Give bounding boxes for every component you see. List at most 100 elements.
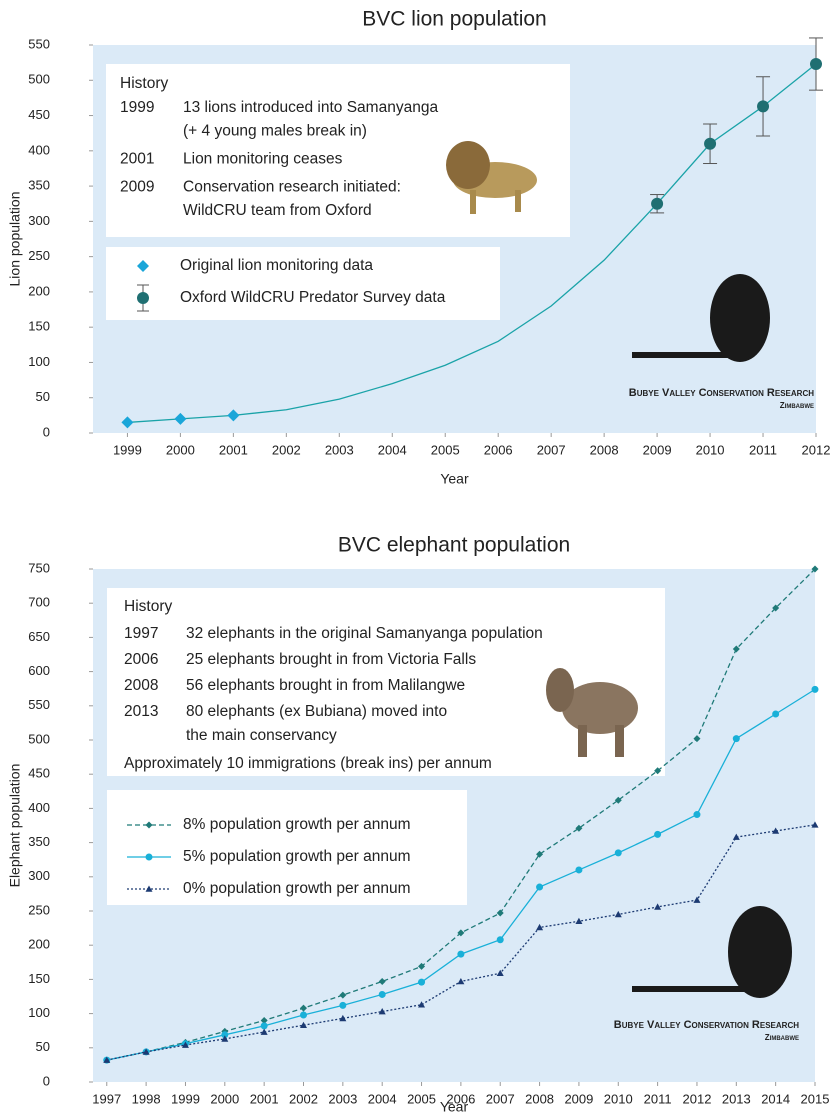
marker: [536, 883, 544, 891]
marker: [378, 977, 386, 985]
marker: [811, 821, 819, 828]
marker: [811, 685, 819, 693]
legend-label: Original lion monitoring data: [180, 257, 373, 274]
legend-symbol: [145, 821, 153, 829]
y-tick-label: 200: [28, 937, 50, 952]
history-title: History: [120, 75, 168, 92]
marker: [339, 1014, 347, 1022]
marker: [221, 1031, 229, 1039]
marker: [772, 827, 780, 834]
x-tick-label: 2000: [210, 1091, 239, 1106]
y-tick-label: 550: [28, 36, 50, 51]
marker: [174, 412, 187, 425]
y-tick-label: 500: [28, 731, 50, 746]
y-tick-label: 200: [28, 283, 50, 298]
history-text: 56 elephants brought in from Malilangwe: [186, 677, 465, 694]
legend-label: Oxford WildCRU Predator Survey data: [180, 289, 446, 306]
lion-picture: [446, 141, 537, 214]
y-tick-label: 350: [28, 178, 50, 193]
y-tick-label: 600: [28, 663, 50, 678]
y-tick-label: 300: [28, 868, 50, 883]
marker: [103, 1056, 111, 1063]
x-tick-label: 1997: [92, 1091, 121, 1106]
credit-name: Bubye Valley Conservation Research: [614, 1019, 799, 1031]
history-year: 1997: [124, 625, 158, 642]
x-tick-label: 2003: [325, 442, 354, 457]
x-tick-label: 2001: [250, 1091, 279, 1106]
model-line: [127, 63, 817, 424]
credit-name: Bubye Valley Conservation Research: [629, 387, 814, 399]
y-tick-label: 300: [28, 213, 50, 228]
legend-symbol: [137, 260, 149, 272]
y-tick-label: 50: [36, 389, 50, 404]
marker: [496, 969, 504, 977]
marker: [378, 1008, 386, 1015]
marker: [614, 796, 622, 804]
chart-title: BVC lion population: [362, 8, 546, 31]
y-axis-label: Elephant population: [7, 764, 23, 888]
y-tick-label: 450: [28, 107, 50, 122]
x-tick-label: 2002: [289, 1091, 318, 1106]
history-year: 1999: [120, 99, 154, 116]
legend-box: [106, 247, 500, 320]
marker: [654, 830, 662, 838]
y-tick-label: 750: [28, 560, 50, 575]
y-tick-label: 400: [28, 800, 50, 815]
legend-symbol: [145, 885, 153, 892]
history-text: Conservation research initiated:: [183, 179, 401, 196]
x-tick-label: 2005: [407, 1091, 436, 1106]
marker: [260, 1022, 268, 1030]
x-tick-label: 2007: [486, 1091, 515, 1106]
marker: [339, 991, 347, 999]
marker: [142, 1048, 150, 1055]
marker: [614, 849, 622, 857]
history-title: History: [124, 598, 172, 615]
x-tick-label: 1999: [171, 1091, 200, 1106]
marker: [654, 903, 662, 910]
marker: [457, 950, 465, 958]
marker: [651, 197, 664, 210]
marker: [339, 1001, 347, 1009]
legend-label: 0% population growth per annum: [183, 880, 410, 897]
history-year: 2009: [120, 179, 154, 196]
x-tick-label: 2010: [604, 1091, 633, 1106]
marker: [757, 100, 770, 113]
marker: [496, 936, 504, 944]
marker: [772, 710, 780, 718]
marker: [300, 1021, 308, 1029]
x-tick-label: 2009: [564, 1091, 593, 1106]
marker: [496, 909, 504, 917]
marker: [811, 565, 819, 573]
history-text: 13 lions introduced into Samanyanga: [183, 99, 438, 116]
marker: [772, 604, 780, 612]
x-tick-label: 2005: [431, 442, 460, 457]
marker: [221, 1035, 229, 1042]
history-note: Approximately 10 immigrations (break ins…: [124, 755, 492, 772]
marker: [418, 1001, 426, 1008]
x-tick-label: 2015: [801, 1091, 830, 1106]
legend-label: 8% population growth per annum: [183, 816, 410, 833]
marker: [575, 824, 583, 832]
credit-country: Zimbabwe: [780, 401, 814, 410]
x-tick-label: 2003: [328, 1091, 357, 1106]
marker: [654, 767, 662, 775]
marker: [181, 1041, 189, 1048]
x-tick-label: 2004: [368, 1091, 397, 1106]
y-tick-label: 350: [28, 834, 50, 849]
marker: [575, 866, 583, 874]
marker: [300, 1004, 308, 1012]
y-tick-label: 400: [28, 142, 50, 157]
marker: [300, 1011, 308, 1019]
marker: [457, 977, 465, 985]
y-tick-label: 150: [28, 971, 50, 986]
marker: [418, 978, 426, 986]
history-text: 80 elephants (ex Bubiana) moved into: [186, 703, 447, 720]
x-axis-label: Year: [440, 1099, 469, 1115]
marker: [418, 962, 426, 970]
history-text: 32 elephants in the original Samanyanga …: [186, 625, 543, 642]
x-tick-label: 2001: [219, 442, 248, 457]
history-text: Lion monitoring ceases: [183, 151, 343, 168]
x-tick-label: 2004: [378, 442, 407, 457]
marker: [810, 58, 822, 71]
